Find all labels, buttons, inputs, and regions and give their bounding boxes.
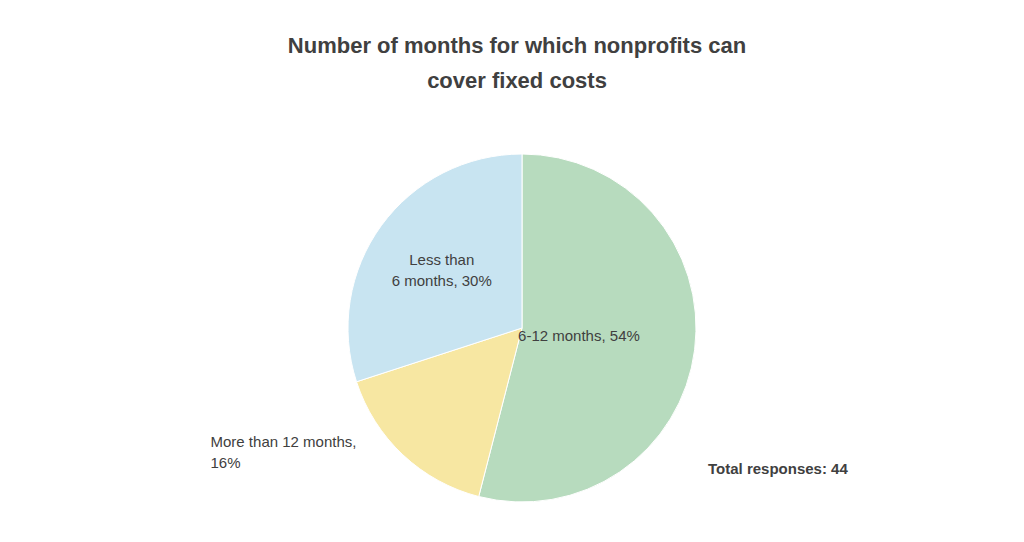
svg-text:Less than6 months, 30%: Less than6 months, 30%: [392, 251, 492, 289]
html-text:Total responses: 44: Total responses: 44: [708, 460, 848, 477]
html-text:Number of months for which non: Number of months for which nonprofits ca…: [287, 33, 747, 58]
svg-text:6-12 months, 54%: 6-12 months, 54%: [518, 327, 640, 344]
svg-text:More than 12 months,16%: More than 12 months,16%: [211, 433, 357, 471]
html-text:cover fixed costs: cover fixed costs: [427, 68, 607, 93]
